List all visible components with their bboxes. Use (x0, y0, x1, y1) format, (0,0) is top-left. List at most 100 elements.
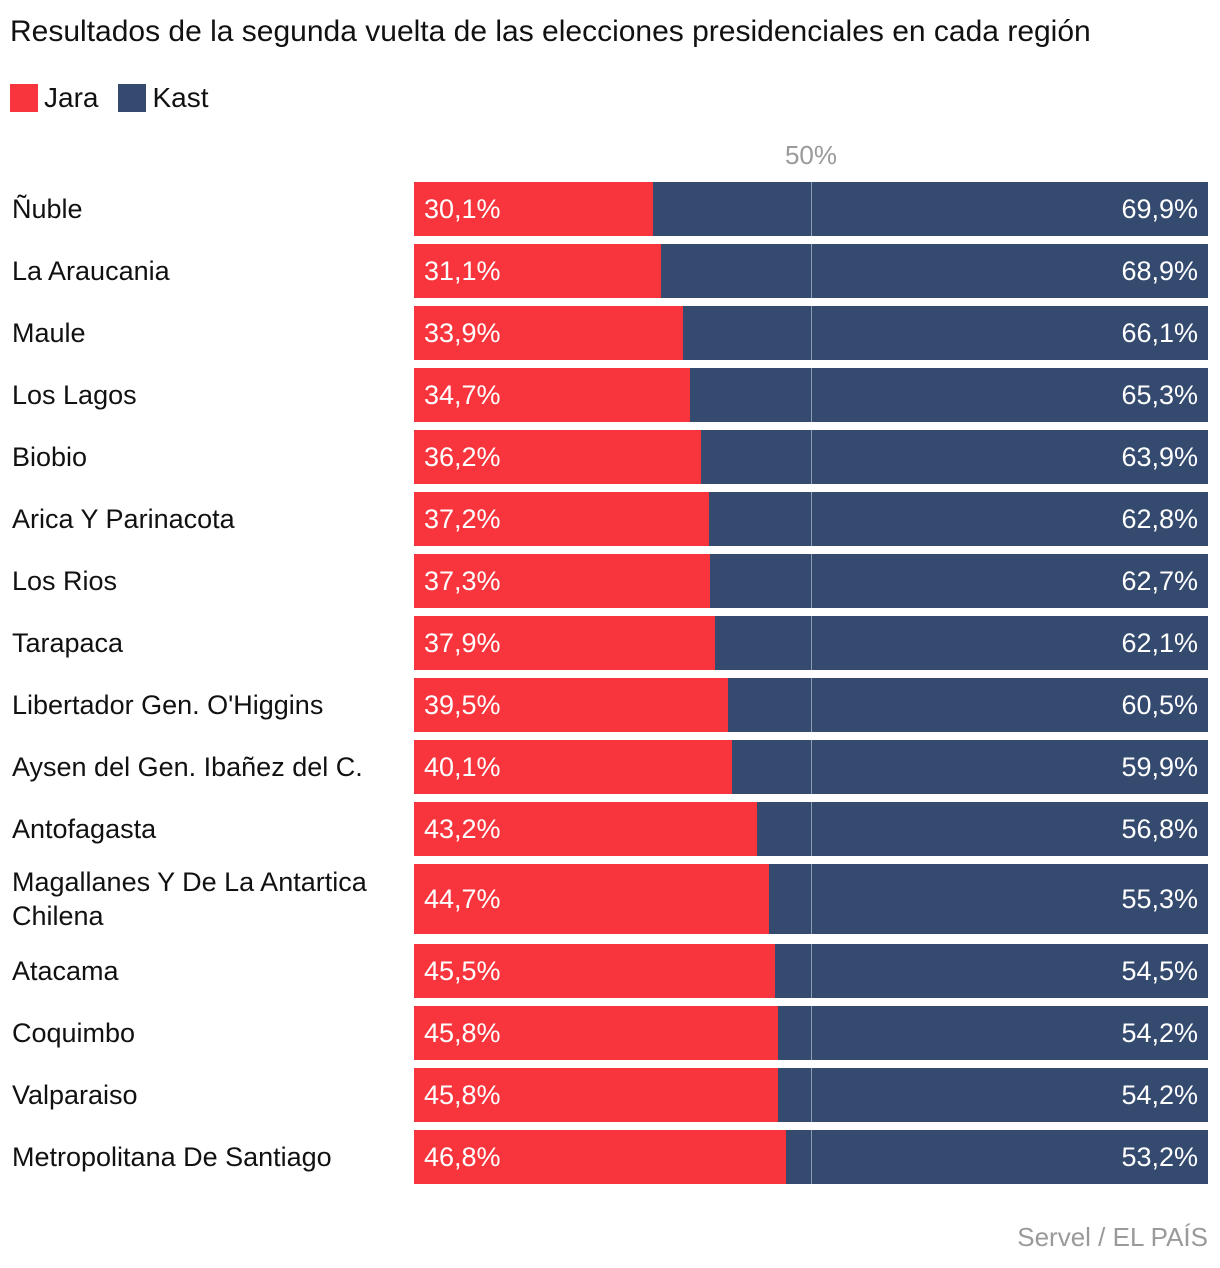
legend-label-jara: Jara (44, 82, 99, 113)
data-label-jara: 31,1% (424, 255, 501, 286)
reference-line-label: 50% (784, 140, 838, 170)
category-label: Valparaiso (12, 1080, 138, 1110)
reference-line (811, 740, 812, 794)
data-label-jara: 44,7% (424, 883, 501, 914)
data-label-jara: 36,2% (424, 441, 501, 472)
bar-kast (660, 244, 1208, 298)
bar-jara (414, 182, 653, 236)
legend-swatch-jara (10, 84, 38, 112)
category-label: Metropolitana De Santiago (12, 1142, 332, 1172)
category-label: Maule (12, 318, 86, 348)
legend: Jara Kast (10, 82, 229, 114)
reference-line (811, 802, 812, 856)
bar-jara (414, 864, 769, 934)
reference-line (811, 430, 812, 484)
bar-kast (709, 492, 1208, 546)
category-label: Ñuble (12, 194, 83, 224)
bar-kast (757, 802, 1208, 856)
data-label-kast: 60,5% (1121, 689, 1198, 720)
legend-swatch-kast (118, 84, 147, 112)
bar-kast (768, 864, 1208, 934)
legend-item-jara: Jara (10, 82, 98, 114)
bar-jara (414, 1068, 778, 1122)
category-label: Biobio (12, 442, 88, 472)
bar-kast (683, 306, 1208, 360)
reference-line (811, 306, 812, 360)
legend-item-kast: Kast (118, 82, 209, 114)
bar-kast (710, 554, 1208, 608)
data-label-jara: 45,5% (424, 955, 501, 986)
category-label: Los Rios (12, 566, 118, 596)
data-label-kast: 55,3% (1121, 883, 1198, 914)
bar-jara (414, 1006, 778, 1060)
data-label-jara: 46,8% (424, 1141, 501, 1172)
reference-line (811, 492, 812, 546)
reference-line (811, 944, 812, 998)
category-label: La Araucania (12, 256, 170, 286)
bar-kast (701, 430, 1208, 484)
category-label: Libertador Gen. O'Higgins (12, 690, 324, 720)
bar-jara (414, 944, 776, 998)
data-label-kast: 69,9% (1121, 193, 1198, 224)
reference-line (811, 1006, 812, 1060)
data-label-kast: 62,1% (1121, 627, 1198, 658)
chart-title: Resultados de la segunda vuelta de las e… (10, 15, 1091, 48)
data-label-kast: 63,9% (1121, 441, 1198, 472)
category-label: Antofagasta (12, 814, 157, 844)
data-label-kast: 54,2% (1121, 1017, 1198, 1048)
data-label-jara: 30,1% (424, 193, 501, 224)
bar-jara (414, 1130, 786, 1184)
bar-jara (414, 306, 684, 360)
legend-label-kast: Kast (152, 82, 209, 113)
data-label-kast: 59,9% (1121, 751, 1198, 782)
bar-kast (727, 678, 1208, 732)
data-label-kast: 62,8% (1121, 503, 1198, 534)
bar-jara (414, 244, 661, 298)
data-label-kast: 54,5% (1121, 955, 1198, 986)
data-label-jara: 39,5% (424, 689, 501, 720)
reference-line (811, 554, 812, 608)
category-label: Aysen del Gen. Ibañez del C. (12, 752, 363, 782)
bar-jara (414, 802, 757, 856)
reference-line (811, 864, 812, 934)
bar-kast (777, 1068, 1208, 1122)
category-label: Tarapaca (12, 628, 124, 658)
reference-line (811, 244, 812, 298)
category-label: Magallanes Y De La Antartica Chilena (12, 867, 367, 931)
data-label-jara: 33,9% (424, 317, 501, 348)
bar-jara (414, 678, 728, 732)
reference-line (811, 678, 812, 732)
source-credit: Servel / EL PAÍS (1017, 1222, 1208, 1252)
data-label-jara: 37,2% (424, 503, 501, 534)
category-label: Los Lagos (12, 380, 137, 410)
data-label-jara: 45,8% (424, 1017, 501, 1048)
bar-kast (732, 740, 1208, 794)
data-label-kast: 54,2% (1121, 1079, 1198, 1110)
data-label-kast: 66,1% (1121, 317, 1198, 348)
category-label: Coquimbo (12, 1018, 136, 1048)
reference-line (811, 616, 812, 670)
reference-line (811, 368, 812, 422)
bar-kast (714, 616, 1208, 670)
bar-jara (414, 740, 733, 794)
bar-jara (414, 368, 690, 422)
bar-jara (414, 430, 702, 484)
reference-line (811, 182, 812, 236)
reference-line (811, 1130, 812, 1184)
data-label-kast: 62,7% (1121, 565, 1198, 596)
data-label-kast: 56,8% (1121, 813, 1198, 844)
data-label-kast: 68,9% (1121, 255, 1198, 286)
data-label-jara: 37,3% (424, 565, 501, 596)
bar-kast (785, 1130, 1208, 1184)
bar-jara (414, 616, 715, 670)
bar-kast (777, 1006, 1208, 1060)
data-label-kast: 65,3% (1121, 379, 1198, 410)
bar-kast (652, 182, 1208, 236)
data-label-jara: 45,8% (424, 1079, 501, 1110)
data-label-jara: 40,1% (424, 751, 501, 782)
bar-jara (414, 492, 710, 546)
category-label: Atacama (12, 956, 119, 986)
bar-jara (414, 554, 711, 608)
data-label-jara: 43,2% (424, 813, 501, 844)
data-label-kast: 53,2% (1121, 1141, 1198, 1172)
